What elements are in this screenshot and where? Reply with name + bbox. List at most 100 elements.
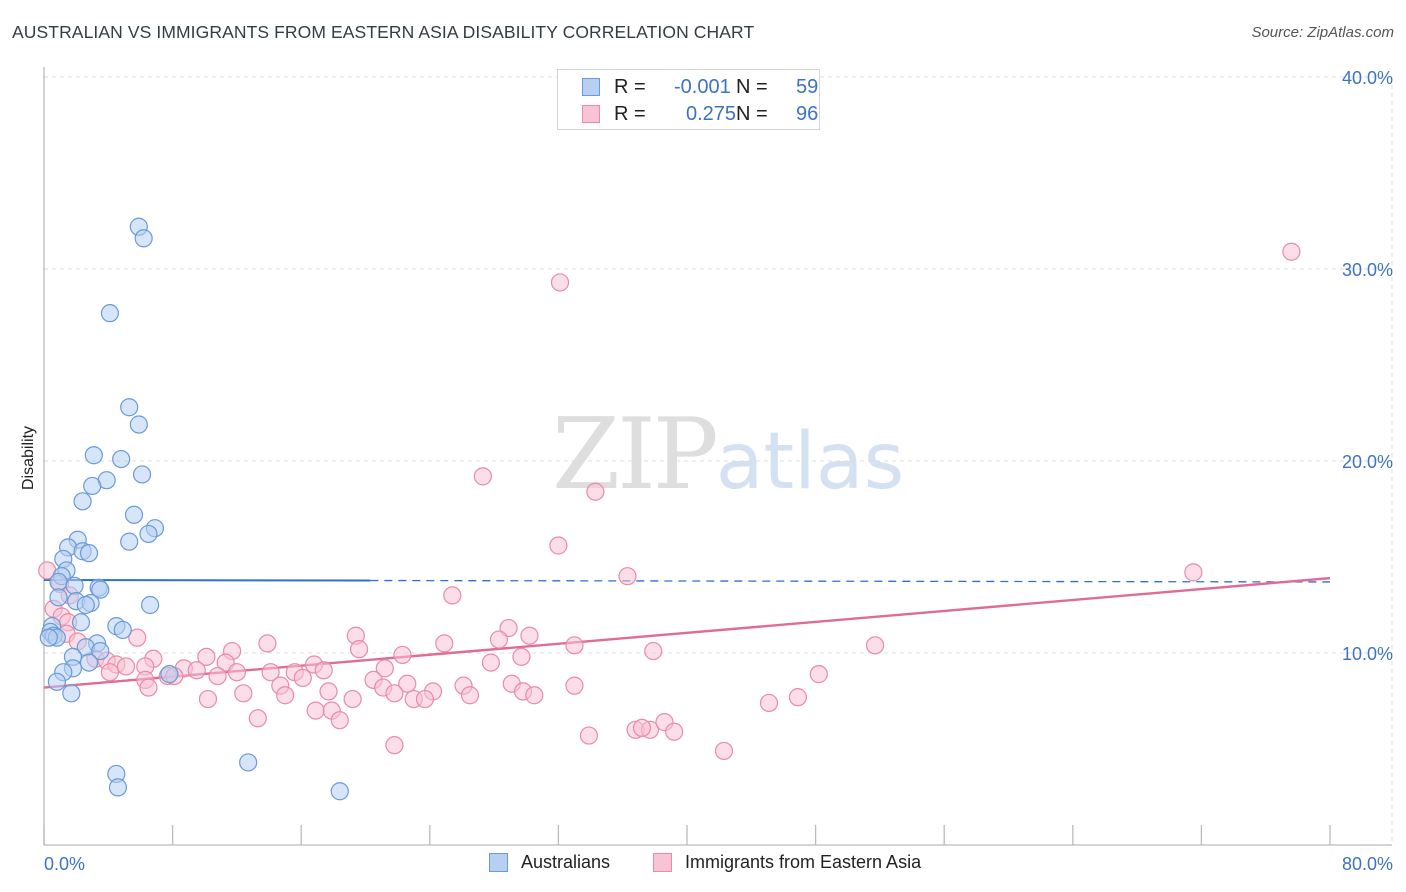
data-point-immigrants bbox=[197, 647, 216, 666]
legend-swatch-pink bbox=[653, 853, 672, 872]
data-point-immigrants bbox=[330, 711, 349, 730]
data-point-immigrants bbox=[198, 689, 218, 709]
data-point-australians bbox=[76, 595, 95, 615]
data-point-immigrants bbox=[1184, 563, 1203, 582]
data-point-immigrants bbox=[809, 665, 828, 684]
data-point-immigrants bbox=[306, 701, 325, 720]
data-point-immigrants bbox=[100, 663, 120, 682]
legend-r-value: -0.001 bbox=[674, 76, 731, 98]
data-point-australians bbox=[73, 492, 92, 511]
data-point-australians bbox=[47, 672, 66, 691]
legend-label-australians: Australians bbox=[521, 852, 611, 872]
data-point-immigrants bbox=[208, 666, 227, 686]
data-point-immigrants bbox=[319, 682, 338, 701]
data-point-immigrants bbox=[248, 709, 267, 728]
data-point-australians bbox=[120, 398, 139, 417]
series-australians-points bbox=[39, 217, 349, 801]
y-tick-label: 20.0% bbox=[1342, 452, 1393, 472]
legend-n-label: N = bbox=[736, 76, 768, 98]
data-point-immigrants bbox=[565, 676, 584, 695]
data-point-immigrants bbox=[759, 693, 779, 713]
data-point-australians bbox=[65, 576, 84, 595]
tick-labels: 10.0% 20.0% 30.0% 40.0% 0.0% 80.0% Disability bbox=[20, 68, 1393, 874]
data-point-australians bbox=[129, 415, 148, 434]
data-point-australians bbox=[49, 572, 68, 592]
data-point-immigrants bbox=[1282, 242, 1301, 261]
data-point-australians bbox=[84, 446, 103, 465]
data-point-australians bbox=[49, 588, 68, 607]
legend-r-value: 0.275 bbox=[686, 103, 737, 125]
data-point-immigrants bbox=[139, 678, 158, 697]
legend-swatch-pink bbox=[582, 105, 600, 123]
data-point-australians bbox=[120, 532, 139, 551]
data-point-immigrants bbox=[512, 647, 531, 666]
trend-line-immigrants bbox=[43, 576, 1331, 689]
data-point-immigrants bbox=[116, 657, 136, 676]
series-immigrants-points bbox=[38, 242, 1301, 761]
data-point-australians bbox=[83, 476, 102, 496]
y-tick-label: 40.0% bbox=[1342, 68, 1393, 88]
data-point-australians bbox=[91, 641, 110, 661]
y-axis-label: Disability bbox=[20, 426, 37, 490]
y-tick-label: 10.0% bbox=[1342, 644, 1393, 664]
data-point-immigrants bbox=[443, 586, 462, 605]
data-point-australians bbox=[330, 782, 349, 801]
x-tick-label-max: 80.0% bbox=[1342, 854, 1393, 874]
source-credit: Source: ZipAtlas.com bbox=[1251, 24, 1394, 41]
data-point-immigrants bbox=[665, 722, 684, 741]
data-point-immigrants bbox=[549, 536, 568, 555]
watermark-zip: ZIP bbox=[552, 398, 719, 512]
data-point-immigrants bbox=[586, 482, 605, 501]
legend-r-label: R = bbox=[614, 76, 646, 98]
data-point-immigrants bbox=[385, 736, 404, 755]
data-point-immigrants bbox=[788, 688, 808, 707]
legend-n-label: N = bbox=[736, 103, 768, 125]
data-point-immigrants bbox=[481, 653, 500, 672]
data-point-immigrants bbox=[314, 661, 333, 680]
data-point-australians bbox=[132, 465, 152, 484]
data-point-immigrants bbox=[632, 718, 652, 737]
legend-label-immigrants: Immigrants from Eastern Asia bbox=[685, 852, 922, 872]
data-point-immigrants bbox=[349, 640, 369, 659]
watermark-atlas: atlas bbox=[715, 417, 905, 507]
data-point-immigrants bbox=[393, 645, 412, 665]
data-point-immigrants bbox=[128, 628, 147, 647]
chart-title: AUSTRALIAN VS IMMIGRANTS FROM EASTERN AS… bbox=[12, 22, 755, 42]
data-point-immigrants bbox=[435, 634, 454, 653]
data-point-australians bbox=[91, 580, 110, 599]
data-point-immigrants bbox=[276, 686, 295, 705]
data-point-australians bbox=[112, 449, 131, 469]
data-point-australians bbox=[113, 620, 132, 640]
correlation-legend: R = -0.001 N = 59 R = 0.275 N = 96 bbox=[557, 69, 820, 130]
watermark: ZIPatlas bbox=[552, 398, 904, 512]
data-point-australians bbox=[108, 778, 128, 797]
trend-line-australians-extension bbox=[370, 579, 1331, 583]
data-point-australians bbox=[39, 628, 58, 647]
gridlines bbox=[44, 76, 1393, 845]
data-point-immigrants bbox=[398, 674, 417, 693]
data-point-australians bbox=[124, 505, 144, 524]
data-point-immigrants bbox=[644, 641, 663, 661]
data-point-immigrants bbox=[565, 636, 584, 655]
data-point-australians bbox=[140, 595, 160, 615]
data-point-australians bbox=[139, 524, 158, 544]
data-point-immigrants bbox=[293, 668, 312, 688]
legend-swatch-blue bbox=[582, 78, 600, 96]
data-point-immigrants bbox=[714, 741, 734, 761]
data-point-immigrants bbox=[343, 689, 362, 709]
data-point-australians bbox=[79, 653, 99, 672]
data-point-australians bbox=[160, 665, 179, 684]
data-point-immigrants bbox=[579, 726, 599, 745]
data-point-immigrants bbox=[385, 684, 404, 703]
data-point-australians bbox=[239, 753, 258, 772]
legend-r-label: R = bbox=[614, 103, 646, 125]
data-point-immigrants bbox=[258, 634, 277, 653]
data-point-immigrants bbox=[550, 273, 570, 292]
y-tick-label: 30.0% bbox=[1342, 260, 1393, 280]
data-point-immigrants bbox=[227, 663, 246, 682]
data-point-immigrants bbox=[415, 689, 435, 709]
data-point-immigrants bbox=[618, 567, 637, 586]
axes bbox=[43, 67, 1392, 846]
data-point-immigrants bbox=[261, 663, 280, 682]
